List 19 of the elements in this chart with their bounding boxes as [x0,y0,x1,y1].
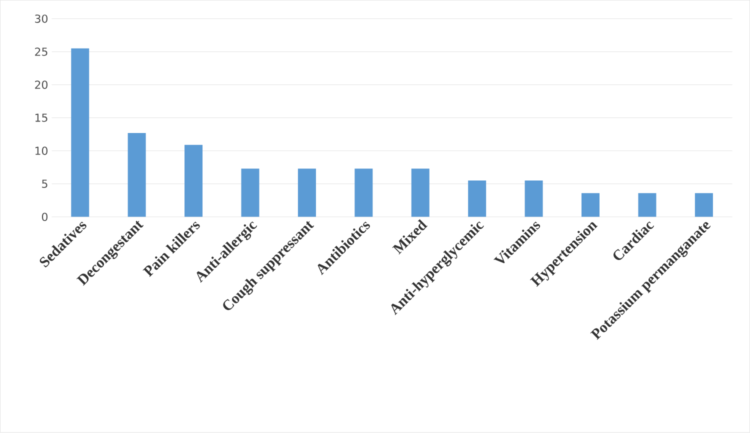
bar [638,193,656,217]
bar [582,193,600,217]
y-tick-label: 25 [35,48,48,56]
y-tick-label: 15 [35,114,48,122]
bar [241,168,260,217]
y-tick-label: 0 [42,212,48,222]
bar [468,180,486,217]
y-tick-label: 5 [42,180,48,188]
bar [694,193,713,217]
bar [298,168,316,217]
bar [354,168,373,217]
bar [128,133,146,217]
bar [524,180,543,217]
bar [184,144,203,217]
bar [411,168,430,217]
y-tick-label: 20 [35,80,48,90]
bar [71,48,90,217]
y-tick-label: 10 [35,146,48,156]
y-tick-label: 30 [35,14,48,23]
